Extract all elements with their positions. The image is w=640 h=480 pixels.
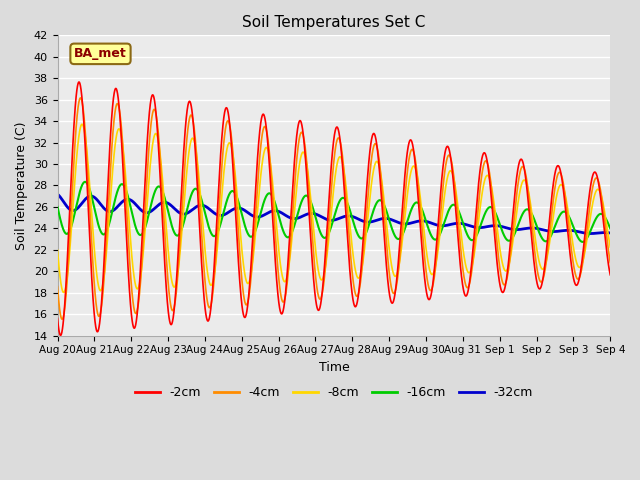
-4cm [172,290,180,296]
-32cm [606,230,614,236]
Y-axis label: Soil Temperature (C): Soil Temperature (C) [15,121,28,250]
-16cm [388,226,396,231]
-4cm [607,260,614,265]
Line: -16cm: -16cm [58,182,611,242]
-2cm [172,281,180,287]
-2cm [388,300,396,306]
-2cm [209,291,216,297]
-8cm [388,265,396,271]
-4cm [77,95,84,101]
-16cm [54,204,61,210]
Legend: -2cm, -4cm, -8cm, -16cm, -32cm: -2cm, -4cm, -8cm, -16cm, -32cm [130,382,538,405]
-32cm [397,220,405,226]
-2cm [398,214,406,220]
-8cm [54,247,61,253]
-32cm [54,191,61,197]
-2cm [606,271,614,277]
-8cm [60,289,67,295]
-16cm [579,239,586,245]
-32cm [554,228,561,234]
-32cm [607,230,614,236]
-4cm [209,295,216,301]
-32cm [388,217,396,223]
-2cm [75,79,83,85]
-8cm [172,280,180,286]
Title: Soil Temperatures Set C: Soil Temperatures Set C [242,15,426,30]
-4cm [54,284,61,289]
-16cm [81,179,89,185]
-8cm [607,244,614,250]
Line: -2cm: -2cm [58,82,611,336]
-16cm [397,234,405,240]
Line: -8cm: -8cm [58,124,611,292]
-8cm [398,243,406,249]
-4cm [58,316,66,322]
-16cm [607,226,614,231]
-2cm [54,315,61,321]
-2cm [554,163,562,168]
Line: -4cm: -4cm [58,98,611,319]
-32cm [208,208,216,214]
Line: -32cm: -32cm [58,194,611,234]
-16cm [606,225,614,231]
-16cm [172,232,180,238]
-4cm [398,233,406,239]
-4cm [606,259,614,264]
-8cm [606,243,614,249]
-8cm [78,121,86,127]
-2cm [57,333,65,338]
-2cm [607,272,614,278]
-4cm [554,171,562,177]
Text: BA_met: BA_met [74,48,127,60]
-16cm [554,216,562,222]
-16cm [208,232,216,238]
-8cm [209,281,216,287]
X-axis label: Time: Time [319,361,349,374]
-8cm [554,187,562,193]
-32cm [587,231,595,237]
-4cm [388,288,396,293]
-32cm [172,207,180,213]
